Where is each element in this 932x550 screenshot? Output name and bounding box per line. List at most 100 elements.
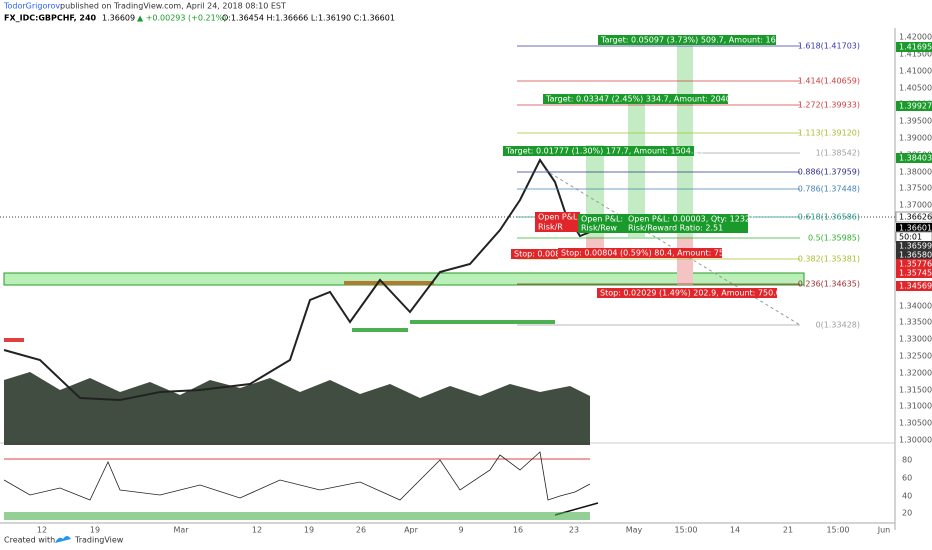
position-box	[598, 35, 776, 45]
position-label: Risk/R	[538, 223, 563, 232]
rsi-label: 60	[902, 474, 912, 483]
target-zone	[677, 46, 693, 237]
date-label: Mar	[173, 526, 189, 535]
date-label: 19	[90, 526, 100, 535]
date-label: 9	[458, 526, 463, 535]
position-label: Stop: 0.02029 (1.49%) 202.9, Amount: 750…	[600, 289, 786, 298]
price-label: 1.31000	[899, 402, 932, 411]
position-box	[511, 249, 558, 259]
target-zone	[628, 100, 645, 237]
date-label: 19	[304, 526, 314, 535]
position-label: Target: 0.01777 (1.30%) 177.7, Amount: 1…	[505, 147, 704, 156]
date-label: 23	[569, 526, 579, 535]
volume	[4, 372, 590, 445]
price-label: 1.32000	[899, 369, 932, 378]
price-tag: 1.41695	[899, 43, 932, 52]
date-label: 21	[783, 526, 793, 535]
fib-label: 1.113(1.39120)	[798, 129, 860, 138]
fib-label: 1.414(1.40659)	[798, 77, 860, 86]
price-label: 1.33000	[899, 335, 932, 344]
fib-label: 0.886(1.37959)	[798, 168, 860, 177]
fib-label: 0.786(1.37448)	[798, 185, 860, 194]
position-label: Stop: 0.008	[514, 250, 560, 259]
price-tag-box	[895, 211, 932, 223]
fib-label: 1.618(1.41703)	[798, 42, 860, 51]
price-tag-box	[896, 101, 932, 111]
position-box	[535, 212, 580, 222]
price-label: 1.37000	[899, 201, 932, 210]
price-label: 1.37500	[899, 184, 932, 193]
position-box	[578, 223, 628, 233]
date-label: May	[626, 526, 643, 535]
price-label: 1.40500	[899, 84, 932, 93]
author: TodorGrigorov	[3, 2, 60, 11]
fib-label: 1.272(1.39933)	[798, 101, 860, 110]
position-label: Risk/Reward Ratio: 2.51	[628, 224, 723, 233]
price-label: 1.38000	[899, 168, 932, 177]
fib-label: 0.236(1.34635)	[798, 280, 860, 289]
date-label: Apr	[404, 526, 419, 535]
date-label: 15:00	[674, 526, 697, 535]
price-tag: 1.35745	[899, 269, 932, 278]
price-tag: 1.36626	[899, 213, 932, 222]
price-tag-box	[896, 281, 932, 291]
rsi-line	[3, 451, 591, 501]
fib-label: 1(1.38542)	[816, 149, 860, 158]
date-label: 15:00	[826, 526, 849, 535]
price-label: 1.41500	[899, 50, 932, 59]
price-label: 1.41000	[899, 67, 932, 76]
position-label: Open P&L:	[538, 213, 580, 222]
indicator-base	[4, 512, 590, 520]
date-label: 12	[252, 526, 262, 535]
price-tag: 1.34569	[899, 282, 932, 291]
price-label: 1.42000	[899, 33, 932, 42]
position-box	[503, 146, 694, 156]
ohlc: O:1.36454 H:1.36666 L:1.36190 C:1.36601	[222, 14, 395, 23]
date-label: 12	[37, 526, 47, 535]
stop-zone	[586, 237, 604, 249]
price-tag: 1.36599	[899, 242, 932, 251]
position-box	[625, 223, 748, 233]
price-label: 1.30500	[899, 419, 932, 428]
price-label: 1.39000	[899, 134, 932, 143]
position-box	[535, 222, 580, 232]
date-label: Jun	[877, 526, 891, 535]
position-label: Open P&L: 0	[581, 215, 631, 224]
position-label: Stop: 0.00804 (0.59%) 80.4, Amount: 750	[561, 249, 729, 258]
position-label: Target: 0.03347 (2.45%) 334.7, Amount: 2…	[545, 95, 744, 104]
last-price: 1.36609	[102, 14, 135, 23]
footer-brand: TradingView	[74, 536, 124, 545]
price-tag-box	[896, 241, 932, 251]
price-label: 1.33500	[899, 318, 932, 327]
price-label: 1.32500	[899, 352, 932, 361]
fib-label: 0.5(1.35985)	[808, 234, 860, 243]
position-box	[625, 214, 748, 224]
price-tag-box	[896, 223, 932, 233]
price-label: 1.39500	[899, 117, 932, 126]
logo	[55, 536, 71, 543]
price-tag-box	[896, 153, 932, 163]
footer-created: Created with	[4, 536, 55, 545]
level-bar	[410, 320, 555, 324]
trend-line	[544, 169, 801, 326]
date-label: 16	[513, 526, 523, 535]
change: ▲ +0.00293 (+0.21%)	[137, 14, 226, 23]
stop-zone	[677, 237, 693, 285]
price-tag: 50:01	[899, 233, 922, 242]
fib-label: 0.618(1.36586)	[798, 213, 860, 222]
price-label: 1.30000	[899, 436, 932, 445]
price-label: 1.31500	[899, 386, 932, 395]
position-box	[597, 288, 777, 298]
position-box	[578, 214, 628, 224]
price-tag: 1.36601	[899, 224, 932, 233]
level-bar	[352, 328, 408, 332]
rsi-label: 40	[902, 492, 912, 501]
level-bar	[344, 281, 434, 285]
date-label: 26	[356, 526, 366, 535]
rsi-label: 20	[902, 509, 912, 518]
fib-label: 0(1.33428)	[816, 321, 860, 330]
price-tag-box	[896, 259, 932, 269]
price-tag-box	[896, 268, 932, 278]
level-bar	[4, 338, 24, 342]
symbol: FX_IDC:GBPCHF, 240	[4, 14, 97, 23]
